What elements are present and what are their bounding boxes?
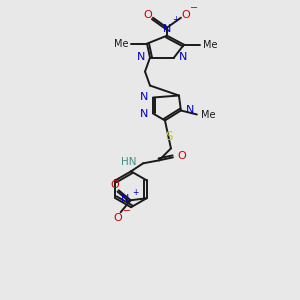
Text: Me: Me — [114, 39, 128, 49]
Text: N: N — [140, 110, 148, 119]
Text: Me: Me — [203, 40, 218, 50]
Text: O: O — [110, 180, 119, 190]
Text: N: N — [179, 52, 187, 61]
Text: O: O — [144, 10, 152, 20]
Text: −: − — [123, 206, 131, 216]
Text: O: O — [113, 213, 122, 223]
Text: S: S — [165, 130, 172, 143]
Text: N: N — [140, 92, 148, 101]
Text: Me: Me — [201, 110, 215, 121]
Text: −: − — [190, 3, 198, 13]
Text: N: N — [186, 106, 194, 116]
Text: +: + — [133, 188, 139, 197]
Text: N: N — [136, 52, 145, 61]
Text: +: + — [172, 15, 179, 24]
Text: O: O — [177, 152, 186, 161]
Text: N: N — [121, 194, 130, 204]
Text: O: O — [182, 10, 190, 20]
Text: HN: HN — [121, 157, 136, 167]
Text: N: N — [163, 24, 171, 34]
